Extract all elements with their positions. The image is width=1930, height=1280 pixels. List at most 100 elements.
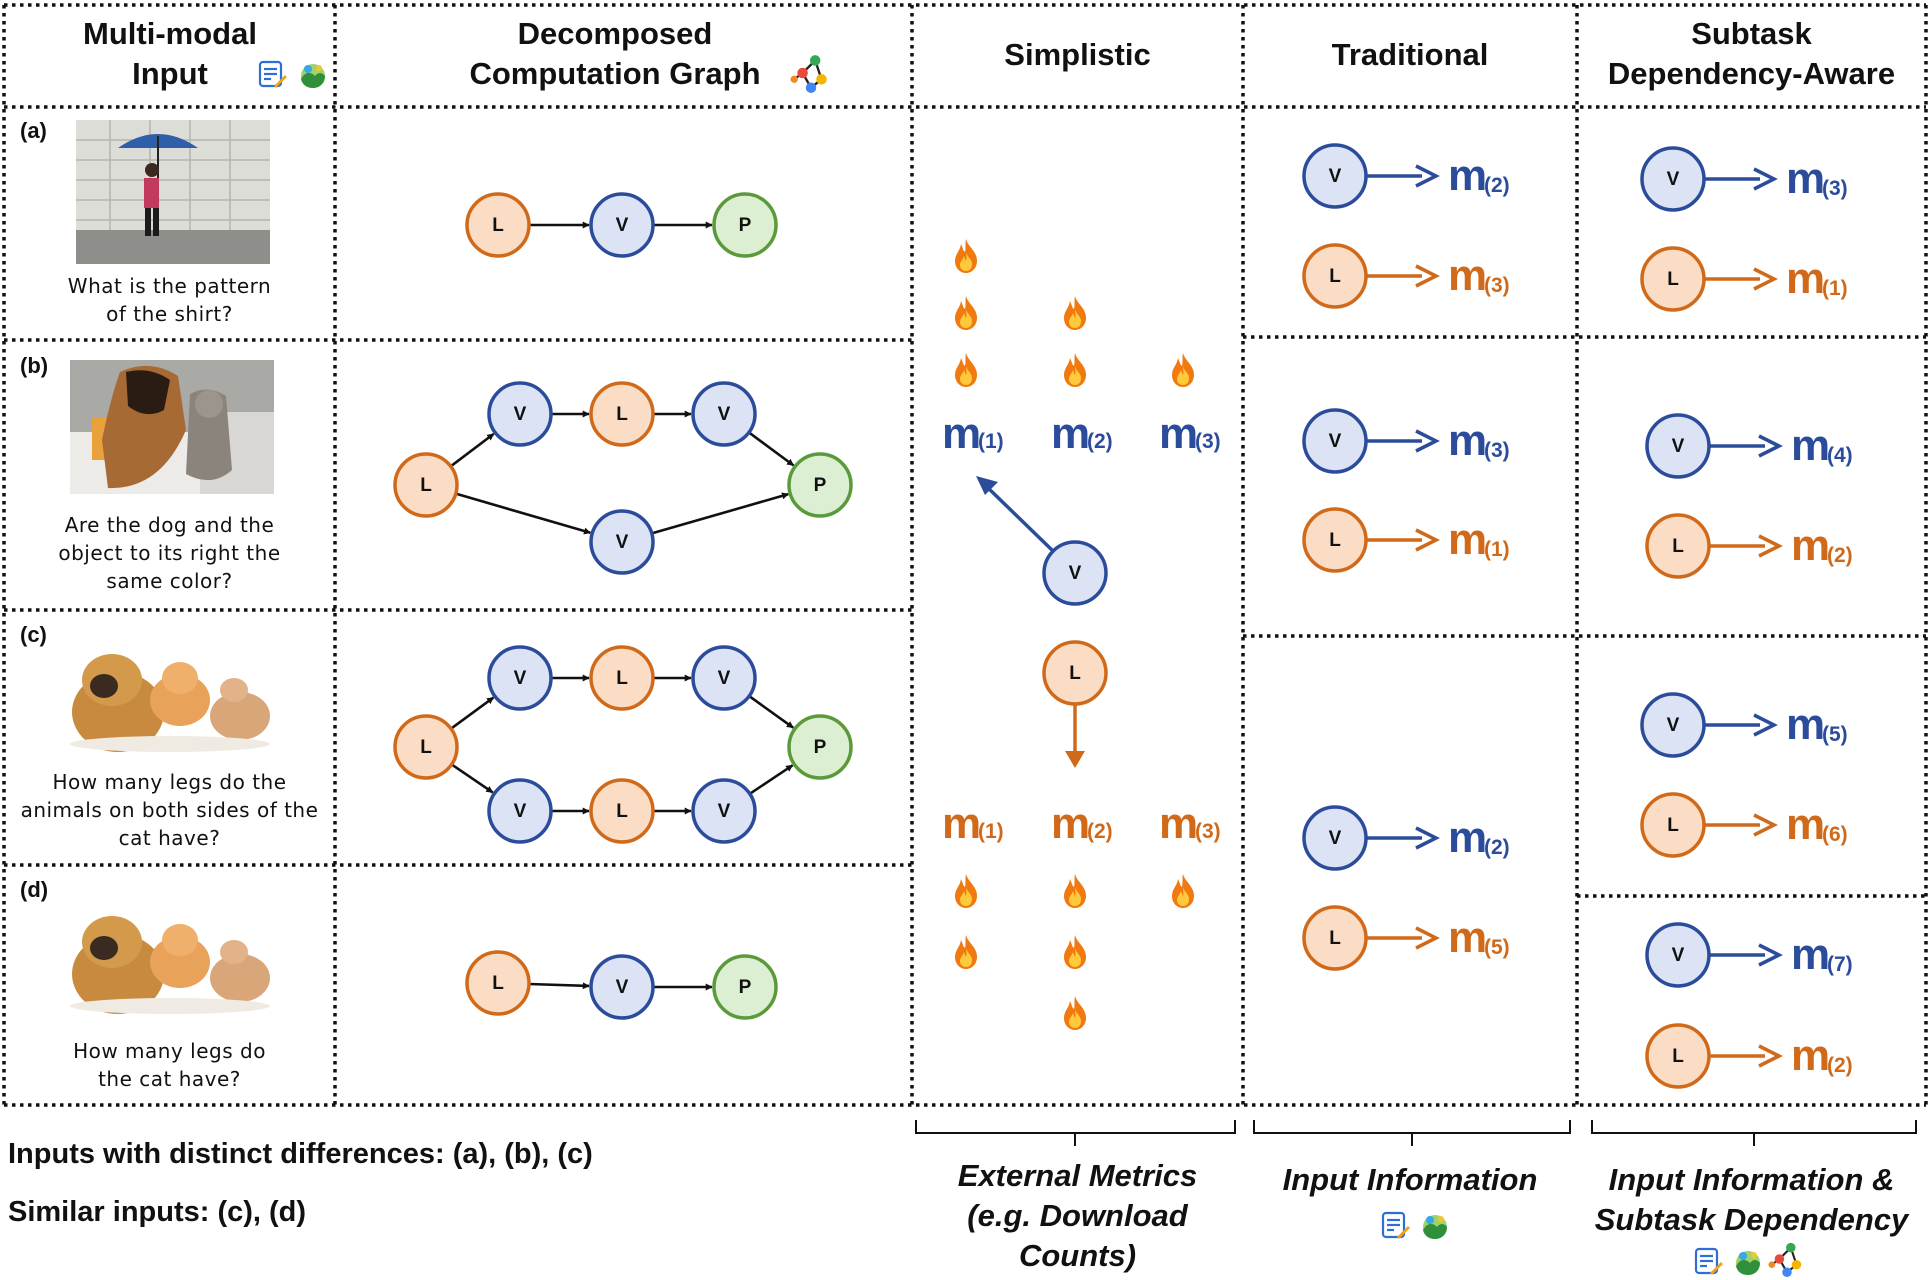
dependency-2-arrowhead (1758, 434, 1783, 458)
node-label: P (814, 737, 827, 758)
traditional-1-metric: m (1448, 151, 1487, 200)
simplistic-l-metric-index: (2) (1087, 820, 1113, 843)
node-label: V (514, 668, 527, 689)
graph-c-node-l: L (393, 714, 459, 780)
dependency-1-metric: m (1786, 254, 1825, 303)
graph-b-edge (449, 432, 495, 468)
graph-b-edge (748, 431, 795, 467)
dependency-1-arrowhead (1753, 167, 1778, 191)
text-icon (1694, 1247, 1723, 1276)
flame-icon (1064, 296, 1086, 330)
row-tag-d: (d) (20, 877, 49, 902)
header-computation-graph: Decomposed Computation Graph (469, 16, 761, 91)
bracket-traditional (1253, 1120, 1571, 1134)
node-label: V (718, 801, 731, 822)
graph-d-edge (528, 982, 590, 990)
traditional-1-arrowhead (1415, 164, 1440, 188)
bracket-simplistic (915, 1120, 1236, 1134)
traditional-3-metric-index: (2) (1484, 836, 1510, 859)
simplistic-l-metric: m (942, 799, 981, 848)
traditional-2-v-node: V (1302, 408, 1368, 474)
node-label: V (1667, 715, 1680, 736)
traditional-2-metric-index: (3) (1484, 439, 1510, 462)
dependency-2-arrowhead (1758, 534, 1783, 558)
photo-b (70, 360, 274, 494)
header-multimodal-input: Multi-modal Input (83, 16, 257, 91)
graph-b-node-l: L (393, 452, 459, 518)
node-label: L (616, 668, 628, 689)
graph-b-node-l: L (589, 381, 655, 447)
graph-b-node-v: V (691, 381, 757, 447)
traditional-2-metric: m (1448, 515, 1487, 564)
graph-c-node-v: V (691, 645, 757, 711)
dependency-4-metric: m (1791, 930, 1830, 979)
graph-nodes: L V P L V L V V P L V L V V L V P L V P (393, 192, 853, 1020)
row-tag-b: (b) (20, 353, 49, 378)
flame-icon (1172, 874, 1194, 908)
traditional-1-v-node: V (1302, 143, 1368, 209)
note-similar-inputs: Similar inputs: (c), (d) (8, 1196, 307, 1228)
simplistic-v-arrowhead (976, 476, 998, 495)
flame-icon (1064, 874, 1086, 908)
photo-c (66, 628, 276, 758)
row-tag-c: (c) (20, 622, 47, 647)
node-label: L (1672, 536, 1684, 557)
node-label: V (718, 404, 731, 425)
simplistic-l-metric: m (1051, 799, 1090, 848)
node-label: L (1667, 269, 1679, 290)
traditional-2-arrowhead (1415, 429, 1440, 453)
node-label: L (1667, 815, 1679, 836)
simplistic-l-node: L (1042, 640, 1108, 706)
simplistic-l-metric-index: (1) (978, 820, 1004, 843)
dependency-4-arrowhead (1758, 943, 1783, 967)
node-label: V (514, 801, 527, 822)
node-label: L (420, 737, 432, 758)
question-a: What is the pattern of the shirt? (67, 274, 272, 326)
image-icon (1736, 1251, 1760, 1275)
bracket-label-input-and-dependency: Input Information & Subtask Dependency (1594, 1162, 1909, 1237)
graph-a-node-v: V (589, 192, 655, 258)
question-c: How many legs do the animals on both sid… (20, 770, 319, 850)
node-label: L (616, 404, 628, 425)
traditional-2-metric-index: (1) (1484, 538, 1510, 561)
flame-icon (1064, 935, 1086, 969)
dependency-3-metric: m (1786, 700, 1825, 749)
node-label: L (1672, 1046, 1684, 1067)
node-label: V (1667, 169, 1680, 190)
simplistic-v-metric-index: (2) (1087, 430, 1113, 453)
graph-b-edge (651, 492, 789, 535)
simplistic-v-metric-index: (3) (1195, 430, 1221, 453)
node-label: V (616, 977, 629, 998)
dependency-2-metric-index: (4) (1827, 444, 1853, 467)
dependency-3-arrowhead (1753, 713, 1778, 737)
flame-icon (955, 874, 977, 908)
node-label: V (1672, 945, 1685, 966)
simplistic-v-metric: m (942, 409, 981, 458)
graph-c-node-v: V (691, 778, 757, 844)
simplistic-column: m(1) m(2) m(3)m(1) m(2) m(3)VL (942, 239, 1221, 1030)
node-label: V (1329, 431, 1342, 452)
question-b: Are the dog and the object to its right … (58, 513, 281, 593)
node-label: P (739, 977, 752, 998)
node-label: P (739, 215, 752, 236)
node-label: V (514, 404, 527, 425)
dependency-4-metric-index: (2) (1827, 1054, 1853, 1077)
graph-d-node-p: P (712, 954, 778, 1020)
node-label: V (616, 532, 629, 553)
traditional-2-metric: m (1448, 416, 1487, 465)
node-label: V (616, 215, 629, 236)
traditional-3-metric-index: (5) (1484, 936, 1510, 959)
flame-icon (1172, 353, 1194, 387)
bracket-label-input-information: Input Information (1282, 1162, 1538, 1197)
simplistic-v-node: V (1042, 540, 1108, 606)
graph-d-node-l: L (465, 950, 531, 1016)
graph-b-node-p: P (787, 452, 853, 518)
traditional-1-arrowhead (1415, 264, 1440, 288)
graph-c-edge (749, 764, 794, 795)
traditional-3-v-node: V (1302, 805, 1368, 871)
flame-icon (955, 353, 977, 387)
traditional-1-metric: m (1448, 251, 1487, 300)
dependency-4-metric: m (1791, 1031, 1830, 1080)
node-label: L (616, 801, 628, 822)
